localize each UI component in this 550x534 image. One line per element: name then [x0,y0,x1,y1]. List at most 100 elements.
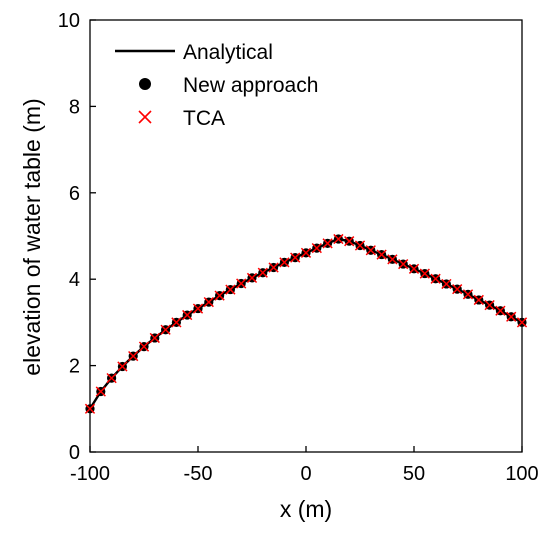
tca-point-stroke [95,386,106,397]
tca-point-stroke [160,324,171,335]
y-tick-labels: 0 2 4 6 8 10 [58,10,80,464]
tca-point [376,249,387,260]
tca-point [279,257,290,268]
tca-point-stroke [495,305,506,316]
y-tick-label: 6 [69,183,80,205]
tca-point-stroke [128,350,139,362]
y-tick-label: 4 [69,269,80,291]
tca-point [95,386,106,397]
tca-point-stroke [516,317,528,328]
tca-point [419,268,430,279]
tca-point-stroke [106,372,117,384]
y-tick-label: 0 [69,442,80,464]
tca-point [473,294,484,306]
tca-point [160,324,171,335]
tca-point-stroke [430,273,441,284]
x-tick-label: 0 [300,463,311,485]
tca-point-stroke [84,403,96,414]
tca-point-stroke [192,303,204,314]
tca-point-stroke [311,242,322,254]
legend-new-approach-swatch [139,78,151,90]
tca-point [203,296,214,308]
tca-point [365,245,376,256]
tca-point [462,289,474,300]
tca-point [106,372,117,384]
tca-point-stroke [171,317,182,328]
tca-point [408,263,420,274]
tca-point-stroke [149,332,160,344]
tca-point [268,262,279,273]
tca-point-stroke [506,311,517,322]
series-layer [84,233,528,414]
tca-point-stroke [344,236,355,247]
tca-point [506,311,517,322]
tca-point [171,317,182,328]
tca-point [225,284,236,295]
x-tick-label: 50 [403,463,425,485]
tca-point [257,267,268,278]
tca-point [214,290,225,301]
tca-point-stroke [462,289,474,300]
tca-point-stroke [441,278,452,290]
x-tick-label: -100 [70,463,110,485]
legend: Analytical New approach TCA [115,41,318,130]
tca-point-stroke [236,278,247,289]
tca-point-stroke [225,284,236,295]
tca-point-stroke [117,361,128,372]
tca-point-stroke [365,245,376,256]
tca-point-stroke [452,284,463,295]
tca-point [192,303,204,314]
tca-point [398,258,409,270]
tca-point-stroke [214,290,225,301]
tca-point-stroke [279,257,290,268]
tca-point [354,240,366,251]
tca-point [117,361,128,372]
tca-point [344,236,355,247]
x-tick-labels: -100 -50 0 50 100 [70,463,539,485]
legend-new-approach-label: New approach [183,74,318,97]
tca-point-stroke [354,240,366,251]
tca-point [516,317,528,328]
tca-point [430,273,441,284]
tca-point [138,341,150,352]
tca-point [300,247,312,258]
y-tick-label: 8 [69,96,80,118]
tca-point [128,350,139,362]
tca-point-stroke [257,267,268,278]
tca-point [149,332,160,344]
tca-point [236,278,247,289]
tca-point-stroke [138,341,150,352]
tca-point-stroke [182,309,193,321]
tca-point [311,242,322,254]
tca-point-stroke [268,262,279,273]
tca-point [246,272,258,284]
x-axis-label: x (m) [280,496,332,522]
tca-point-stroke [376,249,387,260]
tca-point [182,309,193,321]
y-tick-label: 2 [69,356,80,378]
tca-point-stroke [322,238,333,249]
y-axis-label: elevation of water table (m) [19,98,45,375]
tca-point-stroke [387,254,398,265]
tca-point [290,252,301,263]
x-tick-label: -50 [184,463,213,485]
tca-point [322,238,333,249]
tca-point-stroke [290,252,301,263]
x-tick-label: 100 [505,463,538,485]
tca-point-stroke [203,296,214,308]
tca-point [333,233,344,245]
tca-point-stroke [484,299,495,311]
tca-point [387,254,398,265]
tca-point [484,299,495,311]
y-tick-label: 10 [58,10,80,32]
tca-point-stroke [408,263,420,274]
tca-point [452,284,463,295]
tca-point-stroke [398,258,409,270]
legend-tca-swatch [138,110,152,124]
tca-point-stroke [473,294,484,306]
tca-point [84,403,96,414]
legend-analytical-label: Analytical [183,41,273,64]
legend-tca-label: TCA [183,107,225,130]
tca-point-stroke [246,272,258,284]
